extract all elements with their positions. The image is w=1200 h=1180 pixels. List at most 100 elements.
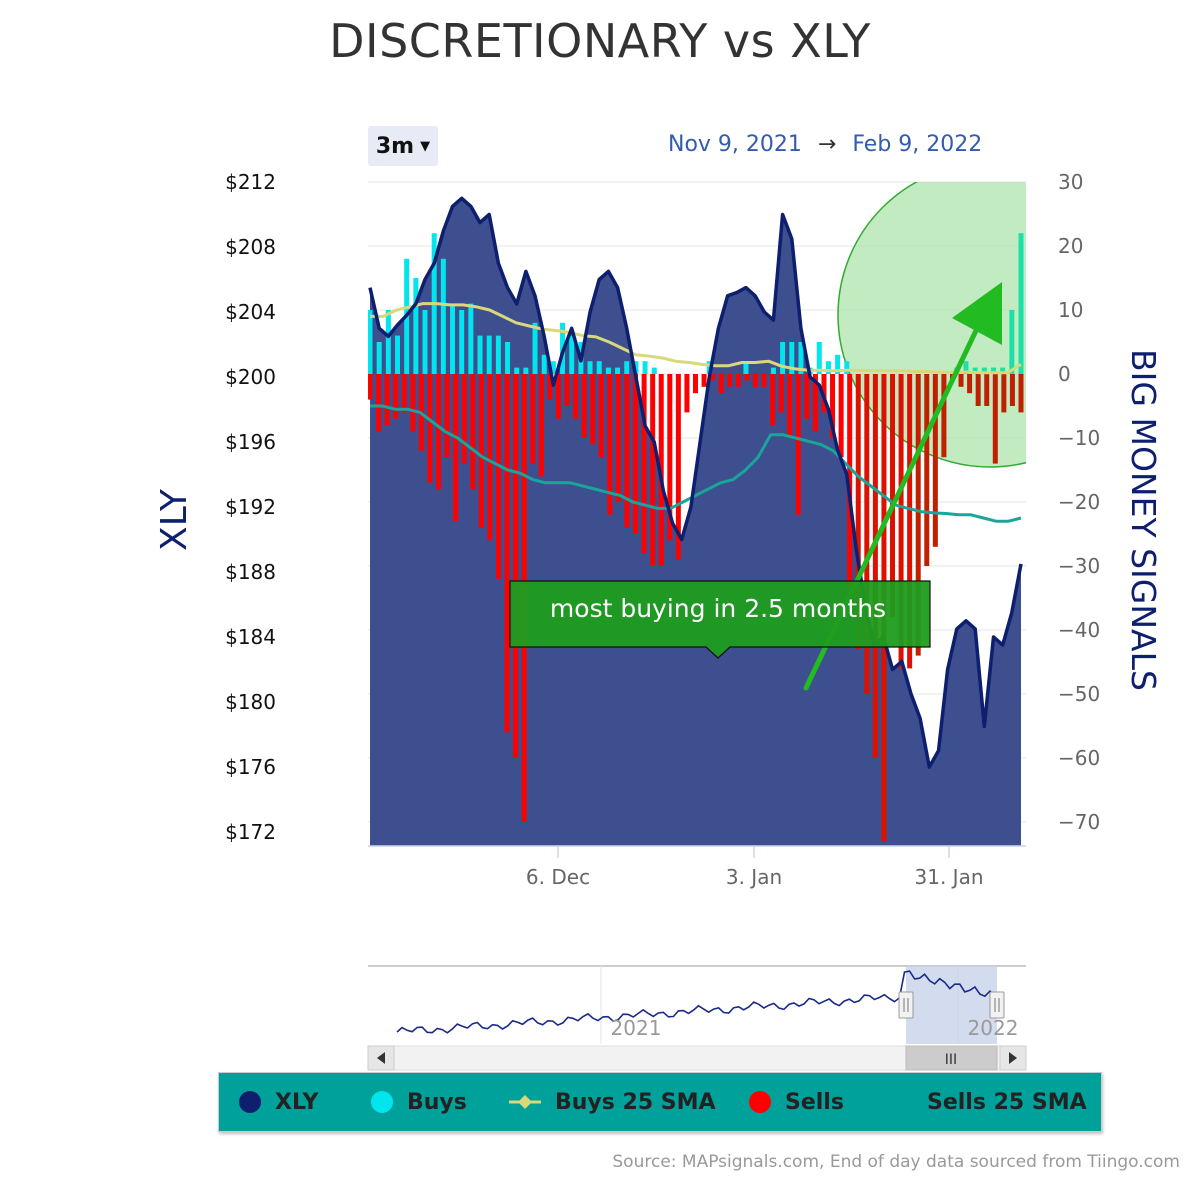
sell-bar [932,374,938,547]
buy-bar [459,310,465,374]
buy-bar [798,342,804,374]
left-tick-label: $188 [225,560,276,584]
sell-bar [924,374,930,566]
left-tick-label: $192 [225,495,276,519]
sell-bar [915,374,921,656]
buy-bar [468,303,474,374]
buy-bar [981,367,987,374]
legend-label: Sells 25 SMA [927,1089,1087,1115]
navigator-selection [906,966,997,1044]
buy-bar [495,335,501,374]
sell-bar [830,374,836,438]
sell-bar [461,374,467,464]
sell-bar [890,374,896,618]
sell-bar [590,374,596,445]
sell-bar [410,374,416,432]
sell-bar [701,374,707,387]
right-tick-label: 10 [1058,298,1083,322]
left-tick-label: $176 [225,755,276,779]
sell-bar [650,374,656,566]
sell-bar [376,374,382,432]
buy-bar [385,310,391,374]
buys-dot-icon [371,1091,393,1113]
sell-bar [992,374,998,464]
range-selector-button[interactable]: 3m ▼ [368,126,438,166]
sell-bar [384,374,390,426]
legend-item-buys[interactable]: Buys [371,1073,467,1131]
annotation-label: most buying in 2.5 months [550,594,886,623]
right-tick-label: −30 [1058,554,1100,578]
date-from[interactable]: Nov 9, 2021 [668,132,802,157]
sell-bar [864,374,870,694]
sell-bar [436,374,442,490]
chart-title: DISCRETIONARY vs XLY [329,14,871,68]
buy-bar [1000,367,1006,374]
xly-series-line [368,196,1023,769]
navigator-handle [989,991,1005,1019]
sell-bar [958,374,964,387]
buy-bar [532,322,538,374]
arrow-right-icon: → [817,132,837,157]
sell-bar [581,374,587,438]
sell-bar [684,374,690,413]
buy-bar [395,335,401,374]
navigator[interactable]: 2021 2022 III [367,965,1027,1071]
sell-bar [1018,374,1024,413]
sell-bar [573,374,579,419]
sell-bar [761,374,767,387]
buy-bar [789,342,795,374]
xly-line [368,196,1023,769]
legend-item-sells-sma[interactable]: Sells 25 SMA [927,1073,1087,1131]
right-tick-label: −70 [1058,810,1100,834]
buy-bar [541,354,547,374]
line-diamond-icon [509,1095,541,1109]
sell-bar [1009,374,1015,406]
sell-bar [675,374,681,560]
axes: 30 20 10 0 −10 −20 −30 −40 −50 −60 −70 $212 $208 $204… [154,170,1163,889]
legend-label: Buys [407,1089,467,1115]
right-tick-label: 20 [1058,234,1083,258]
buy-bar [651,367,657,374]
sell-bar [547,374,553,400]
legend-item-buys-sma[interactable]: Buys 25 SMA [509,1073,716,1131]
annotation: most buying in 2.5 months [509,580,931,659]
sell-bar [1001,374,1007,413]
date-to[interactable]: Feb 9, 2022 [852,132,983,157]
left-tick-label: $208 [225,235,276,259]
right-axis-title: BIG MONEY SIGNALS [1124,349,1163,691]
x-tick-label: 6. Dec [526,865,590,889]
left-tick-label: $212 [225,170,276,194]
legend-label: XLY [275,1089,319,1115]
sell-bar [624,374,630,528]
navigator-label: 2022 [968,1016,1019,1040]
sells-dot-icon [749,1091,771,1113]
navigator-label: 2021 [611,1016,662,1040]
sell-bar [633,374,639,534]
legend-label: Sells [785,1089,844,1115]
buy-bar [505,342,511,374]
scrollbar-grip-icon: III [945,1052,957,1068]
left-axis-title: XLY [154,488,195,551]
x-tick-label: 3. Jan [726,865,782,889]
sell-bar [530,374,536,464]
right-tick-label: −40 [1058,618,1100,642]
buy-bar [835,354,841,374]
buy-bar [550,361,556,374]
sell-bar [778,374,784,413]
scrollbar-thumb [905,1045,998,1071]
sell-bar [368,374,373,400]
right-tick-label: −60 [1058,746,1100,770]
right-tick-label: 30 [1058,170,1083,194]
sell-bar [393,374,399,419]
sell-bar [907,374,913,669]
buy-bar [624,361,630,374]
buy-bar [569,335,575,374]
legend-item-sells[interactable]: Sells [749,1073,844,1131]
sell-bar [975,374,981,406]
navigator-handle [898,991,914,1019]
left-tick-label: $196 [225,430,276,454]
sells-sma-line [370,404,1022,523]
sell-bar [427,374,433,483]
legend-item-xly[interactable]: XLY [239,1073,318,1131]
sell-bar [495,374,501,579]
